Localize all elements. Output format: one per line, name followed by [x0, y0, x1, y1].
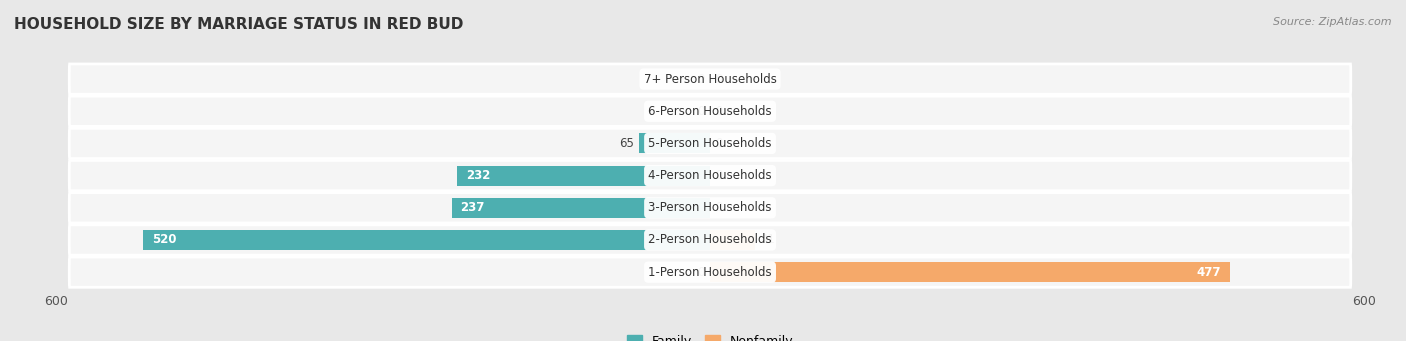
FancyBboxPatch shape — [69, 64, 1351, 94]
Text: 0: 0 — [716, 137, 723, 150]
Text: 1-Person Households: 1-Person Households — [648, 266, 772, 279]
Text: 65: 65 — [619, 137, 634, 150]
Text: 232: 232 — [465, 169, 491, 182]
Text: Source: ZipAtlas.com: Source: ZipAtlas.com — [1274, 17, 1392, 27]
Text: 0: 0 — [716, 105, 723, 118]
FancyBboxPatch shape — [69, 161, 1351, 191]
FancyBboxPatch shape — [69, 257, 1351, 287]
Text: 0: 0 — [716, 169, 723, 182]
Legend: Family, Nonfamily: Family, Nonfamily — [627, 335, 793, 341]
Bar — [451, 198, 710, 218]
FancyBboxPatch shape — [69, 193, 1351, 223]
Text: 0: 0 — [716, 73, 723, 86]
Text: 477: 477 — [1197, 266, 1220, 279]
Text: 2-Person Households: 2-Person Households — [648, 234, 772, 247]
FancyBboxPatch shape — [69, 96, 1351, 127]
Text: 3-Person Households: 3-Person Households — [648, 201, 772, 214]
FancyBboxPatch shape — [69, 128, 1351, 159]
Text: HOUSEHOLD SIZE BY MARRIAGE STATUS IN RED BUD: HOUSEHOLD SIZE BY MARRIAGE STATUS IN RED… — [14, 17, 464, 32]
Text: 0: 0 — [697, 266, 704, 279]
Bar — [710, 230, 755, 250]
Text: 41: 41 — [761, 234, 775, 247]
Text: 0: 0 — [716, 201, 723, 214]
Text: 0: 0 — [697, 105, 704, 118]
Bar — [457, 166, 710, 186]
FancyBboxPatch shape — [69, 225, 1351, 255]
Bar — [143, 230, 710, 250]
Text: 7+ Person Households: 7+ Person Households — [644, 73, 776, 86]
Text: 520: 520 — [152, 234, 177, 247]
Text: 5-Person Households: 5-Person Households — [648, 137, 772, 150]
Text: 6-Person Households: 6-Person Households — [648, 105, 772, 118]
Bar — [710, 262, 1230, 282]
Text: 237: 237 — [461, 201, 485, 214]
Text: 0: 0 — [697, 73, 704, 86]
Text: 4-Person Households: 4-Person Households — [648, 169, 772, 182]
Bar — [640, 133, 710, 153]
